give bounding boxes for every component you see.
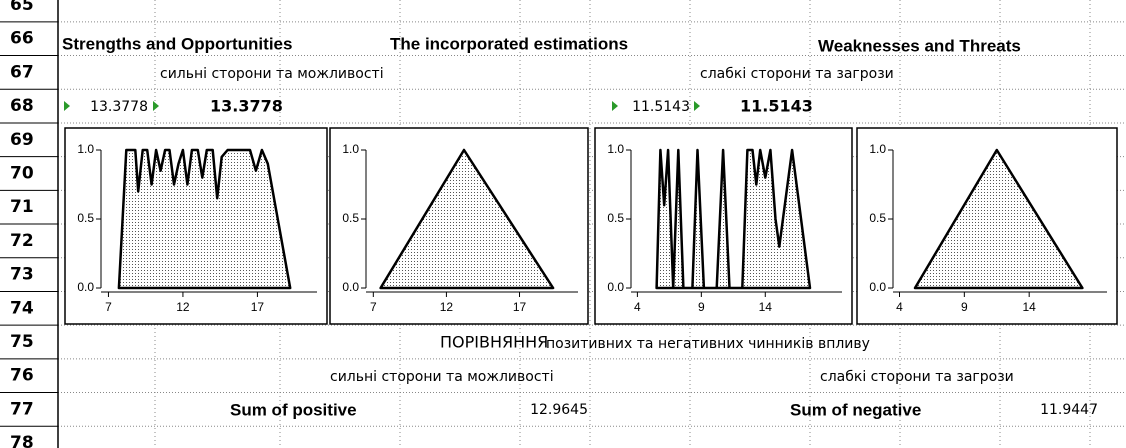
x-tick-label: 14 xyxy=(1023,300,1037,314)
x-tick-label: 7 xyxy=(105,300,112,314)
row-number: 67 xyxy=(10,62,34,82)
x-tick-label: 9 xyxy=(961,300,968,314)
y-tick-label: 0.5 xyxy=(342,211,359,225)
row-number: 72 xyxy=(10,231,34,251)
row-number: 75 xyxy=(10,332,34,352)
y-tick-label: 0.0 xyxy=(77,280,94,294)
sum-negative-value: 11.9447 xyxy=(1040,402,1098,418)
row-number: 68 xyxy=(10,96,34,116)
x-tick-label: 4 xyxy=(634,300,641,314)
sum-negative-label: Sum of negative xyxy=(790,400,921,419)
x-tick-label: 14 xyxy=(759,300,773,314)
row-number: 76 xyxy=(10,366,34,386)
membership-area xyxy=(913,148,1084,290)
sum-positive-label: Sum of positive xyxy=(230,400,357,419)
row-number: 73 xyxy=(10,265,34,285)
cell-marker xyxy=(612,101,618,111)
x-tick-label: 17 xyxy=(513,300,527,314)
row-number: 77 xyxy=(10,399,34,419)
negative-small-value: 11.5143 xyxy=(632,99,690,115)
y-tick-label: 0.5 xyxy=(77,211,94,225)
x-tick-label: 12 xyxy=(176,300,190,314)
row-number: 71 xyxy=(10,197,34,217)
weaknesses-title: Weaknesses and Threats xyxy=(818,36,1021,55)
row-number: 78 xyxy=(10,433,34,448)
strengths-title: Strengths and Opportunities xyxy=(62,34,292,53)
negative-label: слабкі сторони та загрози xyxy=(700,66,894,82)
negative-value: 11.5143 xyxy=(740,97,813,116)
comparison-title-caps: ПОРІВНЯННЯ xyxy=(440,333,548,352)
y-tick-label: 0.5 xyxy=(607,211,624,225)
positive-label: сильні сторони та можливості xyxy=(330,369,554,385)
x-tick-label: 17 xyxy=(251,300,265,314)
membership-area xyxy=(379,148,555,290)
y-tick-label: 1.0 xyxy=(869,142,886,156)
cell-marker xyxy=(153,101,159,111)
row-number: 70 xyxy=(10,164,34,184)
y-tick-label: 1.0 xyxy=(342,142,359,156)
x-tick-label: 7 xyxy=(370,300,377,314)
y-tick-label: 0.0 xyxy=(869,280,886,294)
x-tick-label: 12 xyxy=(440,300,454,314)
x-tick-label: 4 xyxy=(896,300,903,314)
membership-area xyxy=(655,148,812,290)
y-tick-label: 0.0 xyxy=(607,280,624,294)
y-tick-label: 1.0 xyxy=(77,142,94,156)
negative-label: слабкі сторони та загрози xyxy=(820,369,1014,385)
positive-value: 13.3778 xyxy=(210,97,283,116)
row-number: 65 xyxy=(10,0,34,15)
cell-marker xyxy=(64,101,70,111)
row-number: 66 xyxy=(10,29,34,49)
incorporated-title: The incorporated estimations xyxy=(390,34,628,53)
sum-positive-value: 12.9645 xyxy=(530,402,588,418)
positive-small-value: 13.3778 xyxy=(90,99,148,115)
row-number: 69 xyxy=(10,130,34,150)
y-tick-label: 0.5 xyxy=(869,211,886,225)
row-number: 74 xyxy=(10,298,34,318)
cell-marker xyxy=(694,101,700,111)
comparison-title-rest: позитивних та негативних чинників впливу xyxy=(546,336,870,352)
x-tick-label: 9 xyxy=(698,300,705,314)
positive-label: сильні сторони та можливості xyxy=(160,66,384,82)
y-tick-label: 1.0 xyxy=(607,142,624,156)
y-tick-label: 0.0 xyxy=(342,280,359,294)
membership-area xyxy=(117,148,292,290)
